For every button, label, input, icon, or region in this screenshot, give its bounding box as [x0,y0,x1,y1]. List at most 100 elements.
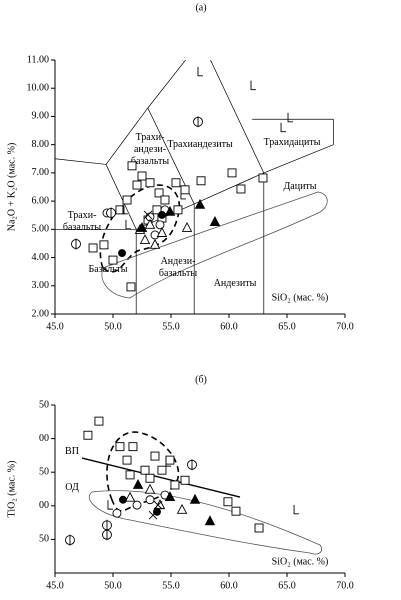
square-marker [173,205,183,215]
l-marker [250,80,257,91]
field-outline [101,191,328,299]
field-label: Трахи-андези-базальты [131,132,170,167]
chart-title: (б) [195,374,207,385]
y-tick-label: 7.00 [32,167,50,178]
circle-bar-marker [106,207,116,219]
field-label-line: Андези- [161,256,196,267]
x-axis-label: SiO₂ (мас. %) [272,292,329,303]
l-marker [122,204,128,215]
square-marker [140,465,150,475]
circle-bar-marker [71,238,81,250]
field-label-line: Дациты [283,181,316,192]
triangle-marker [181,221,193,232]
cross-marker [143,210,153,220]
triangle-marker [156,227,168,237]
x-tick-label: 50.0 [104,321,122,332]
l-marker [107,500,113,510]
x-tick-label: 70.0 [336,321,354,332]
square-marker [170,480,180,490]
x-tick-label: 60.0 [220,580,238,591]
square-marker [154,188,164,198]
x-tick-label: 60.0 [220,321,238,332]
field-label-line: ОД [65,482,79,493]
square-marker [125,470,135,480]
field-label: Андези-базальты [159,256,198,279]
square-marker [157,465,167,475]
l-marker [197,66,203,77]
cross-marker [153,500,163,510]
cross-marker [148,510,158,520]
filled-triangle-marker [204,515,216,526]
boundary-line [81,457,241,498]
x-tick-label: 65.0 [278,321,296,332]
triangle-marker [144,483,156,494]
square-marker [88,243,98,253]
filled-triangle-marker [209,216,221,226]
x-tick-label: 50.0 [104,580,122,591]
y-tick-label: 10.00 [27,83,50,94]
square-marker [165,455,175,465]
square-marker [171,178,181,188]
square-marker [258,173,268,183]
circle-marker [155,220,165,230]
square-marker [145,178,155,188]
triangle-marker [176,503,188,514]
x-tick-label: 55.0 [162,580,180,591]
field-label-line: Трахи- [68,210,97,221]
field-label-line: Андезиты [214,278,257,289]
triangle-marker [144,218,156,229]
circle-bar-marker [193,116,203,128]
square-marker [150,451,160,461]
y-axis-label: Na₂O + K₂O (мас. %) [6,143,17,232]
field-label-line: базальты [63,222,102,233]
y-tick-label: 3.00 [32,280,50,291]
square-marker [180,185,190,195]
field-label-line: Трахиандезиты [167,139,233,150]
disc-marker [158,210,166,219]
square-marker [132,180,142,190]
x-axis-label: SiO₂ (мас. %) [272,556,329,567]
y-tick-label: 00 [39,433,49,444]
square-marker [94,416,104,426]
square-marker [231,506,241,516]
l-marker [287,112,294,123]
l-marker [180,189,186,200]
square-marker [83,430,93,440]
square-marker [115,205,125,215]
field-label-line: Базальты [89,264,128,275]
square-marker [137,171,147,181]
x-tick-label: 70.0 [336,580,354,591]
square-marker [108,255,118,265]
field-label: Базальты [89,264,128,275]
field-label: Андезиты [214,278,257,289]
field-label-line: базальты [131,156,170,167]
y-tick-label: 50 [39,399,49,410]
circle-bar-marker [102,519,112,531]
y-tick-label: 6.00 [32,195,50,206]
boundary-line [105,164,137,230]
y-tick-label: 11.00 [27,54,49,65]
y-tick-label: 00 [39,500,49,511]
x-tick-label: 55.0 [162,321,180,332]
chart-title: (а) [195,2,206,13]
square-marker [254,523,264,533]
y-tick-label: 8.00 [32,139,50,150]
square-marker [126,282,136,292]
square-marker [128,442,138,452]
field-label: Трахидациты [264,137,321,148]
x-tick-label: 45.0 [46,321,64,332]
triangle-marker [149,238,161,249]
filled-triangle-marker [194,198,206,209]
circle-bar-marker [65,534,75,546]
field-outline [106,431,180,512]
circle-marker [145,495,155,505]
square-marker [160,195,170,205]
filled-triangle-marker [164,205,176,216]
y-tick-label: 50 [39,466,49,477]
field-label: ОД [65,482,79,493]
square-marker [227,168,237,178]
y-tick-label: 50 [39,534,49,545]
circle-bar-marker [102,529,112,541]
l-marker [125,219,131,230]
field-label-line: Трахи- [136,132,165,143]
